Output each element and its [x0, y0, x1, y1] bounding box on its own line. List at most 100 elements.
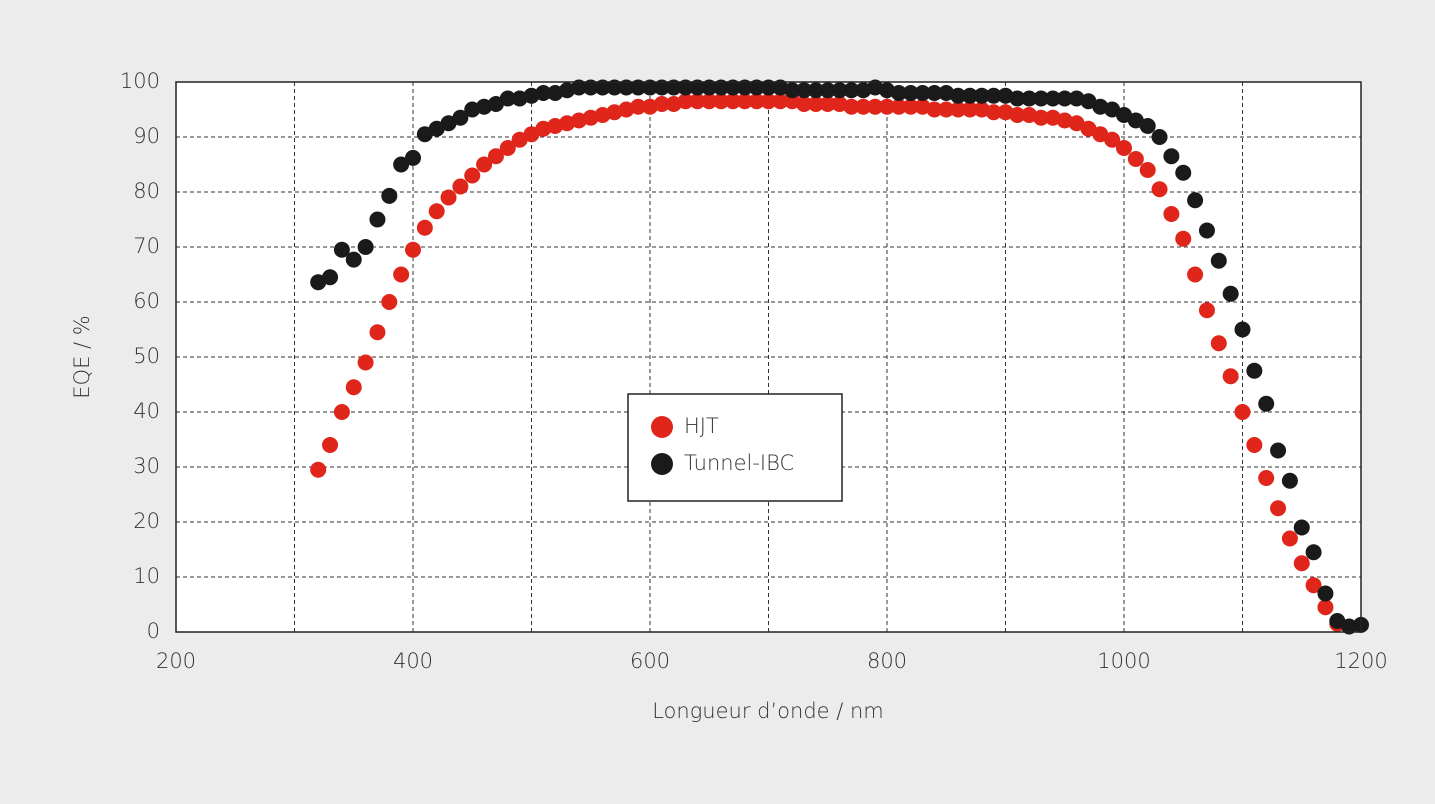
data-point: [1009, 90, 1026, 107]
data-point: [1033, 90, 1050, 107]
data-point: [1270, 500, 1287, 517]
y-tick-label: 0: [147, 619, 160, 643]
y-tick-label: 80: [133, 179, 160, 203]
data-point: [796, 96, 813, 112]
data-point: [890, 98, 907, 115]
y-tick-label: 60: [133, 289, 160, 313]
data-point: [642, 79, 658, 96]
data-point: [748, 93, 765, 110]
data-point: [985, 104, 1002, 121]
data-point: [1210, 335, 1227, 352]
x-axis-title: Longueur d’onde / nm: [652, 699, 884, 723]
data-point: [1021, 90, 1038, 107]
data-point: [345, 379, 362, 396]
x-tick-label: 1200: [1334, 649, 1387, 673]
data-point: [476, 156, 493, 173]
data-point: [1139, 162, 1156, 178]
x-tick-label: 200: [156, 649, 196, 673]
data-point: [855, 98, 872, 115]
data-point: [831, 82, 848, 99]
data-point: [428, 203, 445, 220]
plot-frame: [175, 81, 1362, 633]
data-point: [618, 79, 635, 96]
data-point: [1139, 118, 1156, 134]
data-point: [1234, 321, 1251, 338]
data-point: [926, 101, 943, 118]
y-tick-label: 90: [133, 124, 160, 148]
data-point: [1258, 470, 1275, 486]
data-point: [902, 85, 919, 101]
data-point: [1341, 618, 1358, 635]
data-point: [713, 79, 730, 96]
data-point: [1270, 442, 1287, 459]
data-point: [926, 85, 943, 101]
y-tick-label: 70: [133, 234, 160, 258]
data-point: [322, 269, 339, 286]
data-point: [405, 241, 421, 258]
data-point: [867, 98, 884, 115]
data-point: [393, 156, 410, 173]
y-tick-label: 30: [133, 454, 160, 478]
legend: HJT Tunnel-IBC: [627, 393, 843, 502]
data-point: [1151, 181, 1168, 198]
data-point: [736, 93, 753, 110]
data-point: [464, 167, 481, 184]
data-point: [452, 109, 469, 126]
data-point: [961, 87, 978, 104]
y-tick-label: 20: [133, 509, 160, 533]
data-point: [381, 294, 398, 310]
data-point: [938, 101, 955, 118]
data-point: [689, 79, 706, 96]
data-point: [499, 90, 516, 107]
legend-label: HJT: [684, 414, 719, 438]
legend-marker: [651, 453, 673, 475]
points: [310, 79, 1369, 635]
data-point: [653, 96, 670, 112]
data-point: [322, 437, 339, 453]
data-point: [369, 211, 386, 228]
data-point: [807, 82, 824, 99]
data-point: [748, 79, 765, 96]
data-point: [902, 98, 919, 115]
data-point: [914, 85, 931, 101]
data-point: [1116, 140, 1132, 156]
data-point: [1305, 577, 1322, 594]
data-point: [1198, 222, 1215, 239]
data-point: [736, 79, 753, 96]
data-point: [819, 96, 836, 112]
data-point: [630, 98, 647, 115]
legend-box: [627, 393, 843, 502]
data-point: [333, 241, 350, 258]
x-tick-label: 1000: [1097, 649, 1150, 673]
data-point: [1246, 437, 1263, 453]
data-point: [1293, 555, 1310, 572]
data-point: [1222, 285, 1239, 302]
data-point: [416, 219, 433, 236]
data-point: [950, 101, 967, 118]
data-point: [677, 93, 694, 110]
data-point: [1234, 404, 1251, 420]
data-point: [772, 93, 789, 110]
data-point: [1258, 395, 1275, 412]
data-point: [1246, 362, 1263, 379]
data-point: [452, 178, 469, 195]
data-point: [807, 96, 824, 112]
data-point: [973, 87, 990, 104]
data-point: [713, 93, 730, 110]
data-point: [701, 79, 718, 96]
x-tick-label: 800: [867, 649, 907, 673]
data-point: [950, 87, 967, 104]
data-point: [689, 93, 706, 110]
y-tick-label: 50: [133, 344, 160, 368]
data-point: [843, 98, 860, 115]
legend-marker: [651, 416, 673, 438]
data-point: [1127, 151, 1144, 167]
data-point: [701, 93, 718, 110]
data-point: [440, 189, 457, 206]
data-point: [1163, 206, 1180, 222]
data-point: [1009, 107, 1026, 123]
data-point: [724, 79, 741, 96]
data-point: [819, 82, 836, 99]
data-point: [1187, 192, 1204, 209]
